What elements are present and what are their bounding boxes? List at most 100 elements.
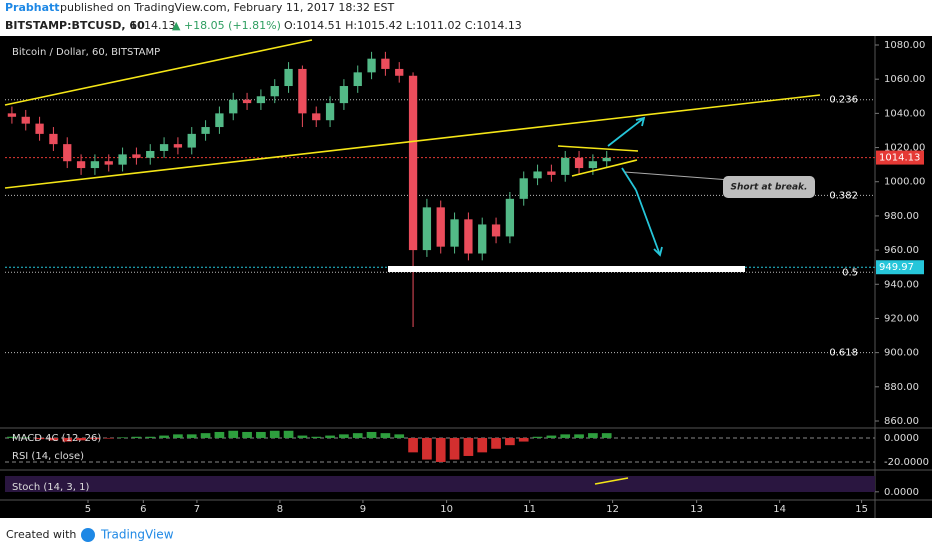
candle-body bbox=[21, 116, 30, 124]
macd-bar bbox=[228, 430, 239, 438]
x-tick-label: 7 bbox=[194, 504, 200, 515]
macd-bar bbox=[214, 431, 225, 438]
macd-bar bbox=[256, 431, 266, 438]
macd-bar bbox=[242, 431, 252, 438]
macd-tick-label: -20.0000 bbox=[884, 457, 929, 468]
footer-created: Created with bbox=[6, 528, 76, 541]
x-tick-label: 10 bbox=[440, 504, 453, 515]
x-tick-label: 15 bbox=[855, 504, 868, 515]
candle-body bbox=[353, 72, 362, 87]
candle-body bbox=[242, 99, 252, 104]
macd-bar bbox=[173, 434, 183, 438]
ohlc: O:1014.51 H:1015.42 L:1011.02 C:1014.13 bbox=[284, 19, 522, 32]
candle-body bbox=[367, 58, 376, 73]
chart-title: Bitcoin / Dollar, 60, BITSTAMP bbox=[12, 47, 160, 58]
macd-bar bbox=[117, 437, 128, 438]
x-tick-label: 11 bbox=[523, 504, 536, 515]
macd-bar bbox=[366, 431, 377, 438]
y-tick-label: 920.00 bbox=[884, 313, 919, 324]
footer-brand[interactable]: TradingView bbox=[100, 528, 174, 542]
candle-body bbox=[215, 113, 224, 128]
candle-body bbox=[408, 75, 418, 251]
x-tick-label: 13 bbox=[690, 504, 703, 515]
stoch-label: Stoch (14, 3, 1) bbox=[12, 482, 89, 493]
macd-bar bbox=[48, 437, 59, 441]
x-tick-label: 8 bbox=[277, 504, 283, 515]
y-tick-label: 940.00 bbox=[884, 279, 919, 290]
macd-tick-label: 0.0000 bbox=[884, 433, 919, 444]
symbol: BITSTAMP:BTCUSD, 60 bbox=[5, 19, 145, 32]
candle-body bbox=[491, 224, 501, 237]
macd-bar bbox=[325, 435, 335, 438]
x-tick-label: 14 bbox=[773, 504, 786, 515]
macd-bar bbox=[20, 437, 31, 438]
candle-body bbox=[63, 144, 72, 162]
y-tick-label: 1080.00 bbox=[884, 40, 925, 51]
trend-line bbox=[4, 94, 821, 189]
candle-body bbox=[478, 224, 487, 254]
price-tag-label: 1014.13 bbox=[879, 153, 920, 164]
macd-bar bbox=[435, 437, 446, 462]
macd-bar bbox=[76, 437, 86, 441]
candle-body bbox=[588, 161, 598, 169]
macd-bar bbox=[477, 437, 488, 453]
macd-bar bbox=[283, 430, 294, 438]
macd-bar bbox=[408, 437, 418, 453]
macd-bar bbox=[7, 436, 17, 438]
price-tag-label: 949.97 bbox=[879, 262, 914, 273]
macd-bar bbox=[394, 434, 405, 438]
annotation: Short at break. bbox=[731, 183, 808, 193]
macd-bar bbox=[339, 434, 349, 438]
candle-body bbox=[312, 113, 321, 121]
candle-body bbox=[76, 161, 86, 169]
macd-bar bbox=[588, 433, 598, 438]
candle-body bbox=[547, 171, 556, 175]
macd-bar bbox=[62, 437, 73, 442]
macd-bar bbox=[491, 437, 501, 449]
change: ▲ +18.05 (+1.81%) bbox=[172, 19, 281, 32]
candle-body bbox=[201, 127, 210, 134]
macd-bar bbox=[518, 437, 529, 442]
candle-body bbox=[436, 207, 445, 247]
macd-bar bbox=[352, 433, 363, 438]
callout bbox=[723, 176, 815, 198]
candle-body bbox=[159, 144, 169, 151]
x-tick-label: 5 bbox=[85, 504, 91, 515]
macd-bar bbox=[574, 434, 584, 438]
trend-line bbox=[557, 145, 639, 152]
candle-body bbox=[90, 161, 100, 169]
candle-body bbox=[132, 154, 141, 158]
fib-label: 0.5 bbox=[842, 267, 858, 278]
macd-bar bbox=[560, 434, 571, 438]
macd-bar bbox=[380, 433, 391, 438]
macd-bar bbox=[297, 435, 308, 438]
x-tick-label: 12 bbox=[606, 504, 619, 515]
candle-body bbox=[602, 157, 611, 162]
macd-bar bbox=[269, 430, 280, 438]
candle-body bbox=[229, 99, 238, 114]
macd-bar bbox=[463, 437, 474, 456]
support-bar bbox=[388, 266, 745, 272]
fib-label: 0.236 bbox=[829, 95, 858, 106]
candle-body bbox=[422, 207, 432, 251]
y-tick-label: 880.00 bbox=[884, 382, 919, 393]
candle-body bbox=[395, 68, 404, 76]
macd-bar bbox=[145, 436, 156, 438]
y-tick-label: 1020.00 bbox=[884, 143, 925, 154]
author[interactable]: Prabhatt bbox=[5, 1, 60, 14]
arrows bbox=[607, 116, 663, 257]
trend-lines bbox=[4, 39, 821, 485]
y-tick-label: 860.00 bbox=[884, 416, 919, 427]
candle-body bbox=[173, 144, 183, 148]
x-tick-label: 6 bbox=[140, 504, 146, 515]
candle-body bbox=[574, 157, 584, 169]
candle-body bbox=[118, 154, 127, 165]
stoch-tick-label: 0.0000 bbox=[884, 487, 919, 498]
arrow-head bbox=[635, 116, 646, 127]
macd-bar bbox=[186, 434, 197, 438]
macd-bar bbox=[505, 437, 515, 446]
macd-bar bbox=[532, 436, 543, 438]
candle-body bbox=[187, 133, 196, 148]
macd-bar bbox=[601, 433, 612, 438]
